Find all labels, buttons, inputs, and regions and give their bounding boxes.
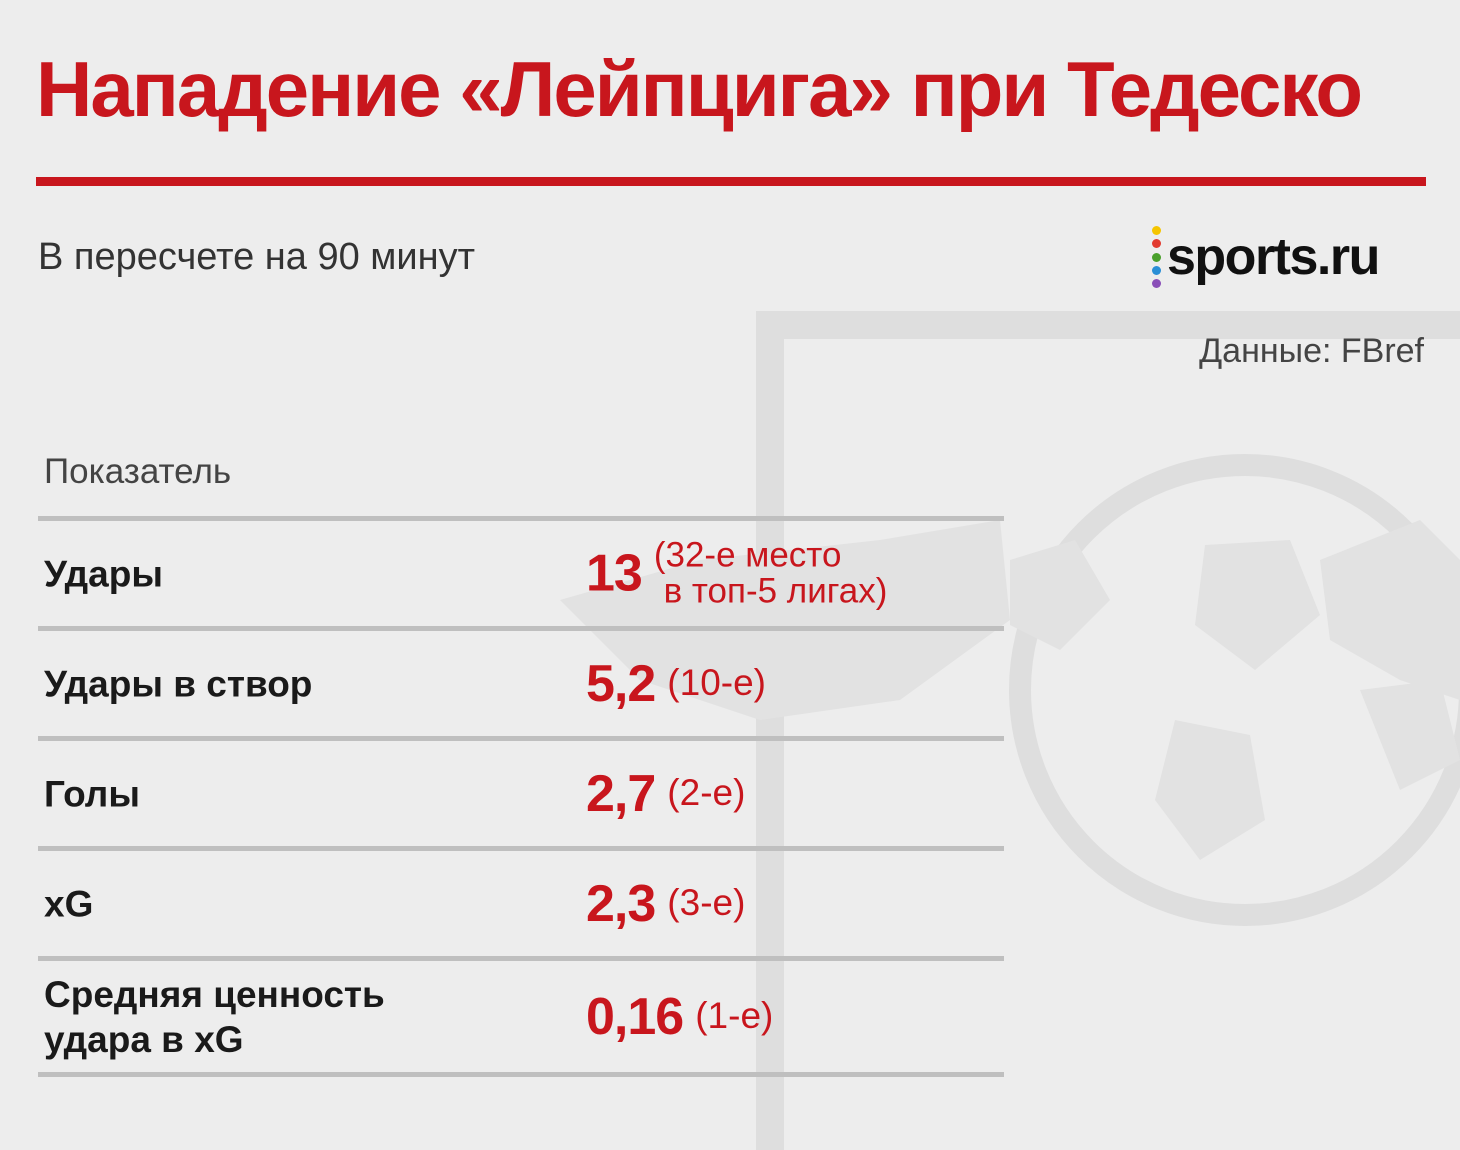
metric-label-line: удара в xG: [44, 1018, 244, 1060]
row-divider: [38, 956, 1004, 961]
table-row: Удары в створ 5,2 (10-е): [38, 631, 1004, 736]
logo-dot: [1152, 265, 1161, 275]
value-cell: 2,7 (2-е): [586, 768, 745, 820]
value-cell: 0,16 (1-е): [586, 991, 773, 1043]
row-divider: [38, 736, 1004, 741]
metric-label: Удары в створ: [44, 662, 313, 704]
table-row: Голы 2,7 (2-е): [38, 741, 1004, 846]
title-underline: [36, 177, 1426, 186]
table-row: Средняя ценность удара в xG 0,16 (1-е): [38, 961, 1004, 1072]
data-source: Данные: FBref: [1199, 332, 1424, 370]
value-cell: 2,3 (3-е): [586, 878, 745, 930]
metric-rank: (32-е место в топ-5 лигах): [653, 534, 888, 611]
metric-rank: (3-е): [667, 882, 746, 924]
sports-ru-logo[interactable]: sports.ru: [1152, 224, 1380, 290]
row-divider: [38, 1072, 1004, 1077]
metric-label-line: Средняя ценность: [44, 973, 385, 1015]
metric-value: 0,16: [586, 987, 684, 1046]
metric-rank: (10-е): [667, 662, 766, 704]
rank-line: в топ-5 лигах): [653, 571, 888, 611]
metric-value: 2,7: [586, 764, 656, 823]
metric-label: Голы: [44, 772, 140, 814]
logo-dot: [1152, 226, 1161, 235]
subtitle: В пересчете на 90 минут: [38, 236, 476, 278]
metric-label: xG: [44, 882, 94, 924]
value-cell: 13 (32-е место в топ-5 лигах): [586, 534, 888, 611]
metric-label: Средняя ценность удара в xG: [44, 971, 385, 1061]
metric-value: 13: [586, 544, 643, 603]
row-divider: [38, 516, 1004, 521]
row-divider: [38, 846, 1004, 851]
row-divider: [38, 626, 1004, 631]
page-title: Нападение «Лейпцига» при Тедеско: [36, 45, 1363, 133]
table-row: Удары 13 (32-е место в топ-5 лигах): [38, 521, 1004, 626]
logo-dot: [1152, 279, 1161, 288]
column-header: Показатель: [44, 452, 232, 491]
rank-line: (32-е место: [653, 534, 842, 574]
value-cell: 5,2 (10-е): [586, 658, 766, 710]
logo-dots-icon: [1152, 226, 1161, 288]
metric-rank: (2-е): [667, 772, 746, 814]
logo-dot: [1152, 252, 1161, 262]
logo-text: sports.ru: [1167, 228, 1380, 286]
metric-rank: (1-е): [695, 995, 774, 1037]
logo-dot: [1152, 239, 1161, 249]
metric-value: 2,3: [586, 874, 656, 933]
metric-value: 5,2: [586, 654, 656, 713]
metric-label: Удары: [44, 552, 163, 594]
table-row: xG 2,3 (3-е): [38, 851, 1004, 956]
stats-table: Удары 13 (32-е место в топ-5 лигах) Удар…: [38, 516, 1004, 1077]
